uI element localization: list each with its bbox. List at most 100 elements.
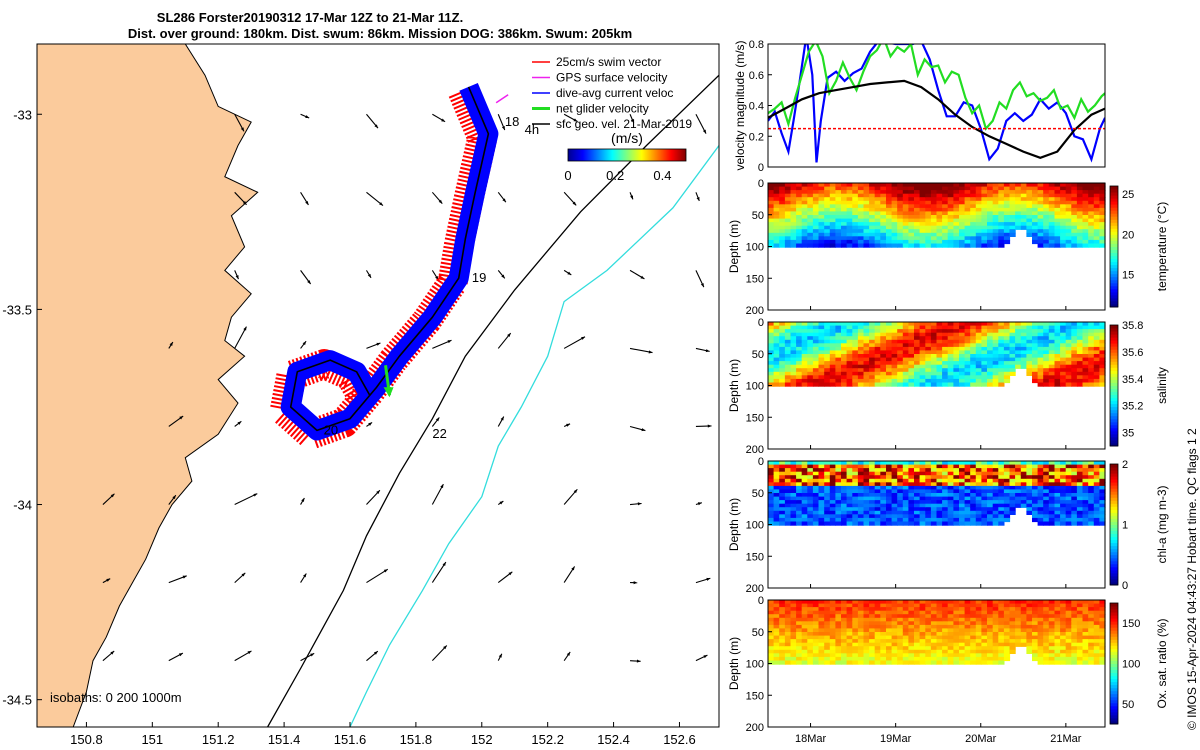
heatmap-cell [891,614,898,619]
heatmap-cell [852,653,859,658]
heatmap-cell [908,343,915,348]
heatmap-cell [852,200,859,205]
heatmap-cell [992,471,999,476]
heatmap-cell [824,507,831,512]
heatmap-cell [981,193,988,198]
heatmap-cell [846,624,853,630]
heatmap-cell [773,482,780,487]
heatmap-cell [1099,489,1106,494]
heatmap-cell [807,485,814,491]
heatmap-cell [981,635,988,640]
heatmap-cell [897,464,904,469]
heatmap-cell [812,461,820,466]
heatmap-cell [902,624,909,630]
heatmap-cell [1032,346,1039,352]
heatmap-cell [987,197,994,202]
heatmap-colorbar-frame [1109,602,1119,725]
heatmap-cell [829,375,836,380]
geo-velocity-arrow [497,500,504,505]
heatmap-cell [807,243,814,248]
heatmap-cell [987,232,994,237]
heatmap-cell [812,204,820,209]
heatmap-cell [1032,632,1039,637]
heatmap-cell [1071,464,1078,469]
heatmap-cell [812,236,820,241]
heatmap-cell [981,239,988,245]
heatmap-cell [773,354,780,359]
heatmap-cell [1060,222,1067,227]
heatmap-cell [812,610,820,615]
heatmap-cell [936,375,943,380]
heatmap-cell [801,368,808,373]
heatmap-cell [1043,521,1050,526]
heatmap-cell [908,354,915,359]
heatmap-cell [857,222,865,227]
heatmap-cell [970,482,977,487]
heatmap-cell [1032,514,1039,519]
heatmap-cell [964,628,971,633]
heatmap-cell [959,617,966,622]
heatmap-colorbar [1110,603,1118,725]
heatmap-cell [790,507,797,512]
heatmap-cell [880,190,887,195]
heatmap-cell [1065,646,1072,651]
heatmap-cell [936,229,943,234]
heatmap-cell [987,514,994,519]
heatmap-cell [812,603,820,608]
heatmap-cell [981,375,988,380]
heatmap-cell [942,332,949,337]
heatmap-cell [947,343,954,348]
heatmap-cell [1032,600,1039,605]
heatmap-cell [1082,510,1089,515]
heatmap-cell [891,329,898,334]
heatmap-cell [841,357,848,362]
heatmap-cell [942,229,949,234]
heatmap-cell [1071,183,1078,188]
heatmap-ytick-label: 0 [758,595,764,607]
heatmap-cell [880,218,887,223]
heatmap-cell [1048,642,1055,647]
heatmap-cell [942,375,949,380]
heatmap-cell [1088,610,1095,615]
heatmap-cell [818,350,825,355]
heatmap-cell [768,346,775,352]
heatmap-cell [970,493,977,498]
heatmap-cell [992,364,999,369]
arrow-head [696,196,700,201]
colorbar-segment [1110,606,1118,610]
velocity-ytick-label: 0 [758,162,764,174]
heatmap-cell [1071,243,1078,248]
heatmap-cell [914,478,921,483]
heatmap-cell [897,354,904,359]
heatmap-cell [886,500,893,505]
heatmap-cell [869,322,876,327]
heatmap-cell [1032,225,1039,230]
heatmap-cell [959,632,966,637]
heatmap-cell [796,482,803,487]
heatmap-cell [992,190,999,195]
heatmap-cell [818,332,825,337]
legend-entry-label: net glider velocity [556,102,649,116]
heatmap-cell [1093,361,1100,366]
heatmap-cell [925,361,932,366]
heatmap-cell [773,197,780,202]
heatmap-cell [1082,332,1089,337]
heatmap-cell [1082,204,1089,209]
heatmap-cell [807,218,814,223]
geo-velocity-arrow [563,651,571,661]
heatmap-cell [841,368,848,373]
colorbar-segment [1110,476,1118,480]
heatmap-cell [1060,361,1067,366]
heatmap-cell [1099,628,1106,633]
heatmap-cell [779,322,786,327]
heatmap-cell [964,357,971,362]
heatmap-cell [1060,207,1067,213]
heatmap-cell [1054,183,1061,188]
heatmap-cell [981,461,988,466]
colorbar-segment [1110,470,1118,474]
heatmap-cell [812,225,820,230]
heatmap-cell [1020,225,1027,230]
glider-track-line [289,86,490,432]
heatmap-cell [1065,500,1072,505]
